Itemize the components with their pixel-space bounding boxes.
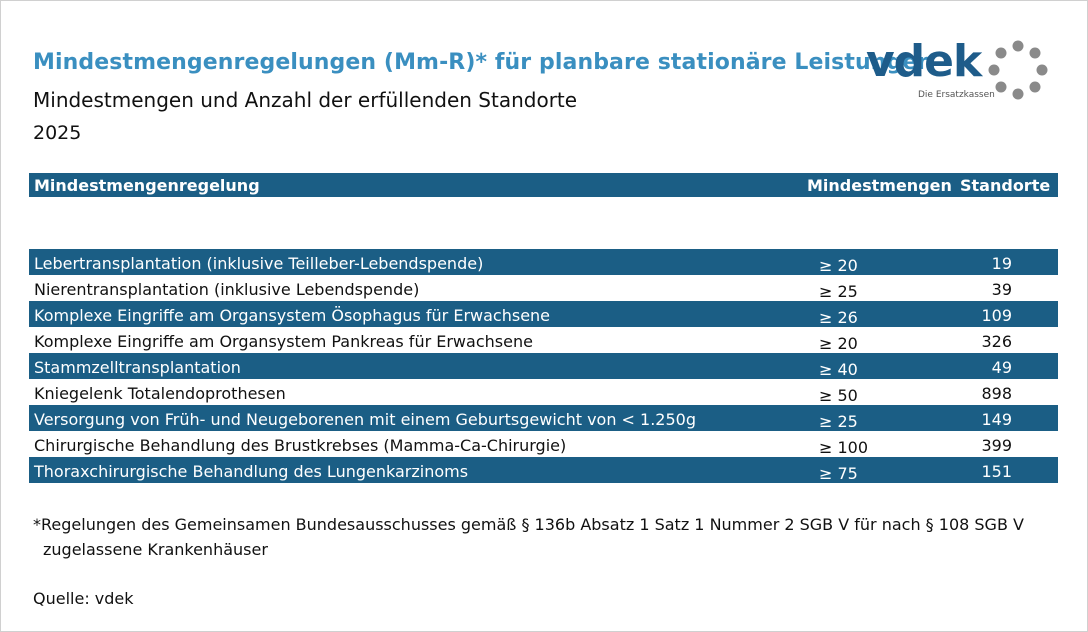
row-name: Chirurgische Behandlung des Brustkrebses… (34, 436, 567, 455)
table-row: Stammzelltransplantation ≥ 40 49 (29, 353, 1058, 379)
year-label: 2025 (33, 122, 82, 144)
column-header-mindestmengen: Mindestmengen (807, 176, 952, 195)
footnote-line-2: zugelassene Krankenhäuser (43, 540, 268, 559)
row-standorte: 149 (981, 410, 1012, 429)
table-row: Kniegelenk Totalendoprothesen ≥ 50 898 (29, 379, 1058, 405)
row-name: Stammzelltransplantation (34, 358, 241, 377)
table-row: Komplexe Eingriffe am Organsystem Ösopha… (29, 301, 1058, 327)
row-standorte: 19 (991, 254, 1012, 273)
row-mindestmenge: ≥ 50 (819, 386, 858, 405)
column-header-standorte: Standorte (960, 176, 1051, 195)
row-mindestmenge: ≥ 100 (819, 438, 869, 457)
row-standorte: 399 (981, 436, 1012, 455)
row-standorte: 151 (981, 462, 1012, 481)
table-body: Lebertransplantation (inklusive Teillebe… (29, 249, 1058, 483)
page-title: Mindestmengenregelungen (Mm-R)* für plan… (33, 50, 934, 75)
table-row: Thoraxchirurgische Behandlung des Lungen… (29, 457, 1058, 483)
logo-wordmark: vdek (866, 36, 982, 87)
row-mindestmenge: ≥ 26 (819, 308, 858, 327)
table-header: Mindestmengenregelung Mindestmengen Stan… (29, 173, 1058, 197)
table-row: Versorgung von Früh- und Neugeborenen mi… (29, 405, 1058, 431)
footnote-line-1: *Regelungen des Gemeinsamen Bundesaussch… (33, 515, 1024, 534)
logo-ring-icon (988, 40, 1048, 100)
footnote: *Regelungen des Gemeinsamen Bundesaussch… (33, 512, 1033, 562)
row-name: Lebertransplantation (inklusive Teillebe… (34, 254, 484, 273)
row-standorte: 326 (981, 332, 1012, 351)
table-row: Komplexe Eingriffe am Organsystem Pankre… (29, 327, 1058, 353)
logo-tagline: Die Ersatzkassen (918, 90, 995, 100)
row-name: Nierentransplantation (inklusive Lebends… (34, 280, 420, 299)
row-mindestmenge: ≥ 25 (819, 412, 858, 431)
row-mindestmenge: ≥ 20 (819, 256, 858, 275)
row-name: Kniegelenk Totalendoprothesen (34, 384, 286, 403)
column-header-regelung: Mindestmengenregelung (34, 176, 260, 195)
row-name: Thoraxchirurgische Behandlung des Lungen… (34, 462, 469, 481)
row-name: Versorgung von Früh- und Neugeborenen mi… (34, 410, 696, 429)
source-note: Quelle: vdek (33, 589, 134, 608)
row-mindestmenge: ≥ 75 (819, 464, 858, 483)
row-standorte: 109 (981, 306, 1012, 325)
row-mindestmenge: ≥ 25 (819, 282, 858, 301)
page-subtitle: Mindestmengen und Anzahl der erfüllenden… (33, 88, 578, 112)
row-standorte: 898 (981, 384, 1012, 403)
row-mindestmenge: ≥ 40 (819, 360, 858, 379)
table-row: Chirurgische Behandlung des Brustkrebses… (29, 431, 1058, 457)
table-row: Lebertransplantation (inklusive Teillebe… (29, 249, 1058, 275)
row-name: Komplexe Eingriffe am Organsystem Ösopha… (34, 306, 551, 325)
row-mindestmenge: ≥ 20 (819, 334, 858, 353)
row-standorte: 49 (991, 358, 1012, 377)
table-row: Nierentransplantation (inklusive Lebends… (29, 275, 1058, 301)
vdek-logo: vdek Die Ersatzkassen (866, 36, 1056, 104)
row-name: Komplexe Eingriffe am Organsystem Pankre… (34, 332, 533, 351)
row-standorte: 39 (991, 280, 1012, 299)
